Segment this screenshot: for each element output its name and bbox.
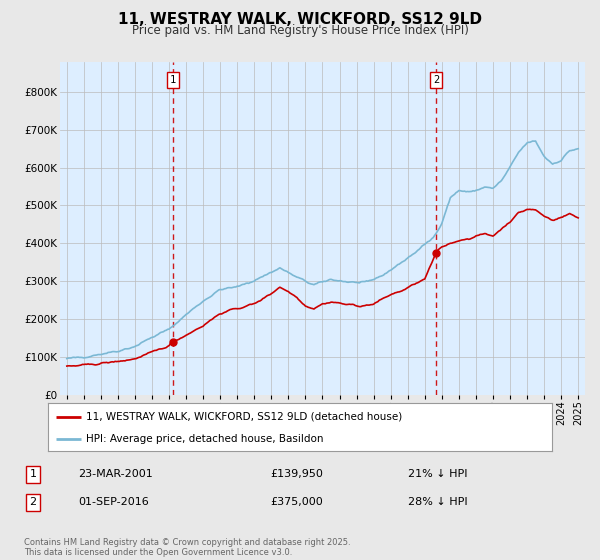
Text: 1: 1: [29, 469, 37, 479]
Text: 2: 2: [433, 75, 439, 85]
Text: 23-MAR-2001: 23-MAR-2001: [78, 469, 153, 479]
Text: 21% ↓ HPI: 21% ↓ HPI: [408, 469, 467, 479]
Text: 01-SEP-2016: 01-SEP-2016: [78, 497, 149, 507]
Text: HPI: Average price, detached house, Basildon: HPI: Average price, detached house, Basi…: [86, 434, 323, 444]
Text: £375,000: £375,000: [270, 497, 323, 507]
Text: Contains HM Land Registry data © Crown copyright and database right 2025.
This d: Contains HM Land Registry data © Crown c…: [24, 538, 350, 557]
Text: 11, WESTRAY WALK, WICKFORD, SS12 9LD (detached house): 11, WESTRAY WALK, WICKFORD, SS12 9LD (de…: [86, 412, 402, 422]
Text: 2: 2: [29, 497, 37, 507]
Text: 11, WESTRAY WALK, WICKFORD, SS12 9LD: 11, WESTRAY WALK, WICKFORD, SS12 9LD: [118, 12, 482, 27]
Text: 1: 1: [170, 75, 176, 85]
Text: £139,950: £139,950: [270, 469, 323, 479]
Text: Price paid vs. HM Land Registry's House Price Index (HPI): Price paid vs. HM Land Registry's House …: [131, 24, 469, 36]
Text: 28% ↓ HPI: 28% ↓ HPI: [408, 497, 467, 507]
